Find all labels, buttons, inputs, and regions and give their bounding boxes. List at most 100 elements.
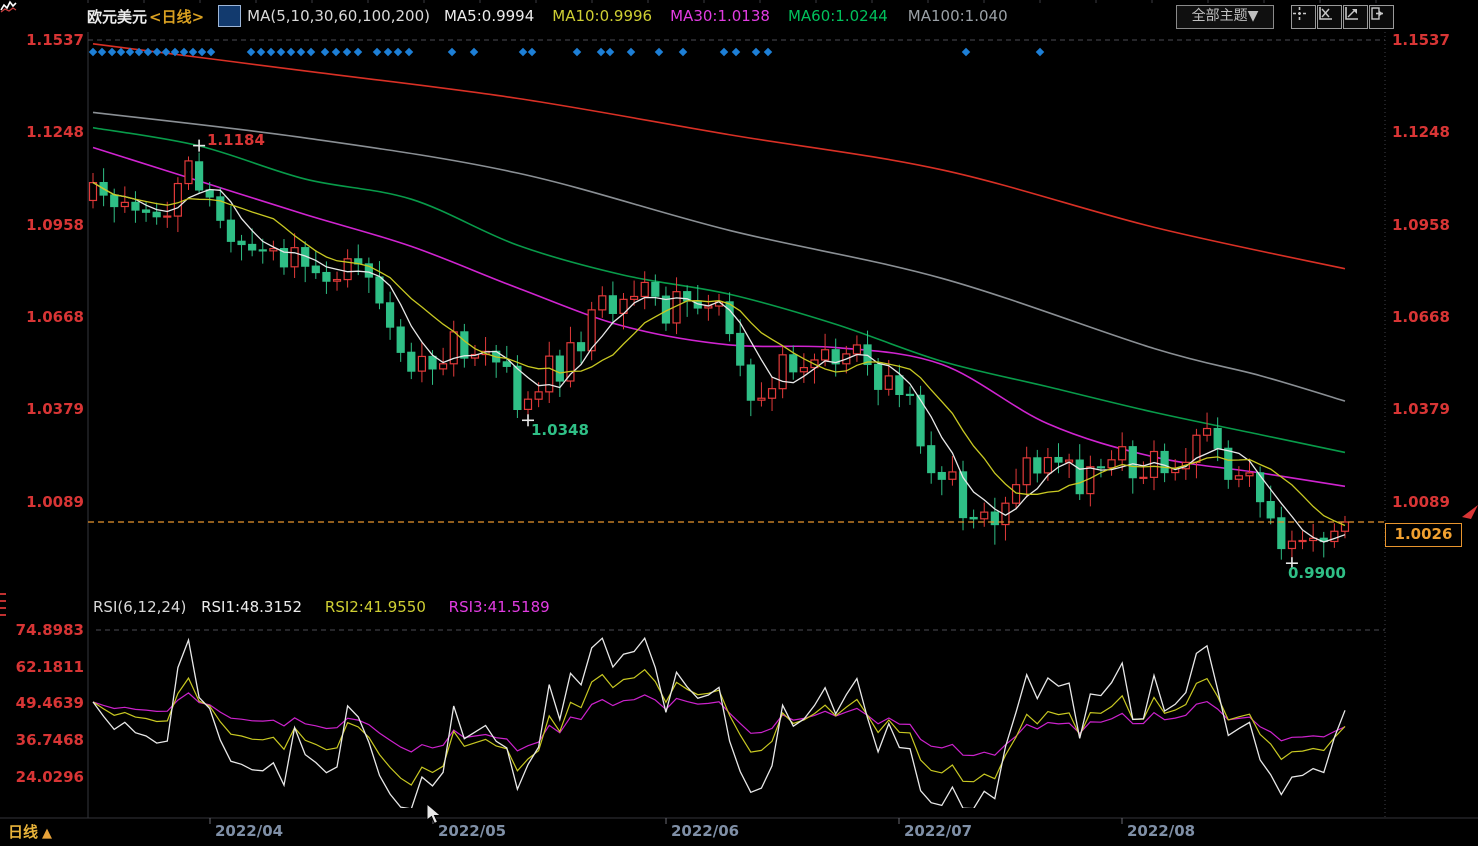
crosshair-tool-button[interactable] [1291, 5, 1316, 29]
signal-dot [125, 47, 135, 57]
candle-body [1266, 500, 1275, 519]
ma10-value: MA10:0.9996 [552, 7, 653, 25]
ma100-line [92, 111, 1346, 402]
signal-dot [246, 47, 256, 57]
candle-body [1033, 457, 1042, 474]
crosshair-icon [1293, 7, 1306, 20]
price-axis-label: 1.0668 [1392, 308, 1450, 326]
candle-body [152, 211, 161, 218]
month-label: 2022/08 [1127, 822, 1196, 840]
signal-dot [286, 47, 296, 57]
candle-body [969, 516, 978, 520]
candle-body [1022, 457, 1031, 486]
signal-dot [654, 47, 664, 57]
candle-body [195, 161, 204, 191]
aug-low-annotation: 0.9900 [1288, 564, 1346, 582]
month-label: 2022/05 [438, 822, 507, 840]
candle-body [555, 355, 564, 382]
candle-body [120, 201, 129, 208]
triangle-up-icon: ▲ [42, 826, 53, 841]
candle-body [1298, 539, 1307, 543]
candle-body [1096, 466, 1106, 469]
signal-dot [626, 47, 636, 57]
rsi-params-label: RSI(6,12,24) [93, 598, 187, 616]
signal-dot [1035, 47, 1045, 57]
candle-body [916, 394, 925, 447]
signal-dot [107, 47, 117, 57]
signal-dot [342, 47, 352, 57]
main-plot-layer [88, 43, 1350, 563]
candle-body [502, 361, 511, 367]
signal-dot [143, 47, 153, 57]
signal-dot [306, 47, 316, 57]
candle-body [1086, 466, 1095, 495]
candle-body [566, 342, 575, 382]
ma100-value: MA100:1.040 [907, 7, 1008, 25]
candle-body [1234, 475, 1243, 480]
signal-dot [404, 47, 414, 57]
candle-body [820, 349, 830, 361]
candle-body [990, 511, 999, 526]
rsi3-line [92, 692, 1346, 757]
candle-body [364, 263, 373, 278]
signal-dot [296, 47, 306, 57]
candle-body [407, 351, 416, 372]
rsi-axis-label: 49.4639 [15, 694, 84, 712]
signal-dot [751, 47, 761, 57]
candle-body [460, 331, 469, 359]
rsi-axis-label: 74.8983 [15, 621, 84, 639]
chart-type-icon[interactable] [0, 0, 242, 27]
candle-body [226, 219, 236, 242]
symbol-name: 欧元美元 [87, 7, 148, 26]
candle-body [248, 243, 257, 251]
signal-dot [372, 47, 382, 57]
candle-body [322, 271, 331, 282]
candle-body [587, 309, 596, 352]
candle-body [1202, 427, 1212, 436]
candle-body [1107, 459, 1116, 469]
all-themes-button[interactable]: 全部主题▼ [1176, 5, 1274, 29]
candle-body [1255, 472, 1265, 503]
signal-dot [383, 47, 393, 57]
candle-body [1043, 456, 1053, 474]
candle-body [598, 295, 607, 311]
candle-body [258, 249, 267, 252]
sub-indicator-button[interactable] [1343, 5, 1368, 29]
candle-body [884, 375, 893, 390]
candle-body [767, 388, 777, 399]
ma60-value: MA60:1.0244 [787, 7, 888, 25]
signal-dot [393, 47, 403, 57]
candle-body [216, 196, 225, 221]
period-tab-label: 日线 [8, 823, 39, 841]
candle-body [799, 367, 808, 373]
signal-dot [206, 47, 216, 57]
ma60-line [92, 126, 1346, 454]
candle-body [523, 398, 533, 411]
candle-body [757, 397, 766, 401]
price-axis-label: 1.0379 [1392, 400, 1450, 418]
price-axis-label: 1.0089 [26, 493, 84, 511]
candle-body [173, 182, 182, 217]
candle-body [88, 181, 98, 202]
month-label: 2022/06 [671, 822, 740, 840]
exit-button[interactable] [1369, 5, 1394, 29]
signal-dot [763, 47, 773, 57]
period-tab-daily[interactable]: 日线 ▲ [8, 821, 52, 842]
candle-body [874, 363, 883, 390]
may-low-annotation: 1.0348 [531, 421, 589, 439]
rsi2-value: RSI2:41.9550 [324, 598, 426, 616]
candle-body [895, 375, 904, 396]
candle-body [1340, 521, 1350, 532]
signal-dot [170, 47, 180, 57]
signal-dot [572, 47, 582, 57]
rsi-plot-layer [92, 636, 1346, 808]
month-label: 2022/07 [904, 822, 973, 840]
signal-dot [256, 47, 266, 57]
candle-body [332, 278, 342, 282]
main-indicator-button[interactable] [1317, 5, 1342, 29]
exit-arrow-icon [1371, 7, 1383, 20]
candle-body [1149, 450, 1159, 478]
candle-body [1224, 447, 1233, 480]
